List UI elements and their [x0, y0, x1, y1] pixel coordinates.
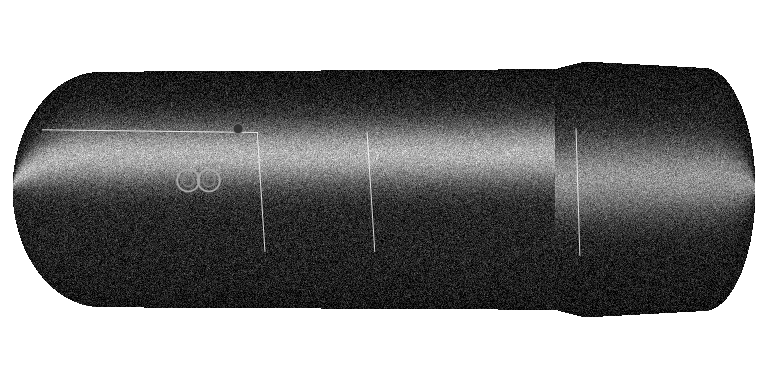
- Text: Suspension Lug: Suspension Lug: [283, 93, 390, 106]
- Circle shape: [233, 124, 243, 134]
- Text: Bomb Fuze: Bomb Fuze: [240, 69, 316, 82]
- Text: Filling  Hole  Cover: Filling Hole Cover: [230, 303, 361, 316]
- Text: Parachute  Housing: Parachute Housing: [443, 75, 576, 88]
- Text: Booster Release
Mechanism: Booster Release Mechanism: [110, 85, 219, 113]
